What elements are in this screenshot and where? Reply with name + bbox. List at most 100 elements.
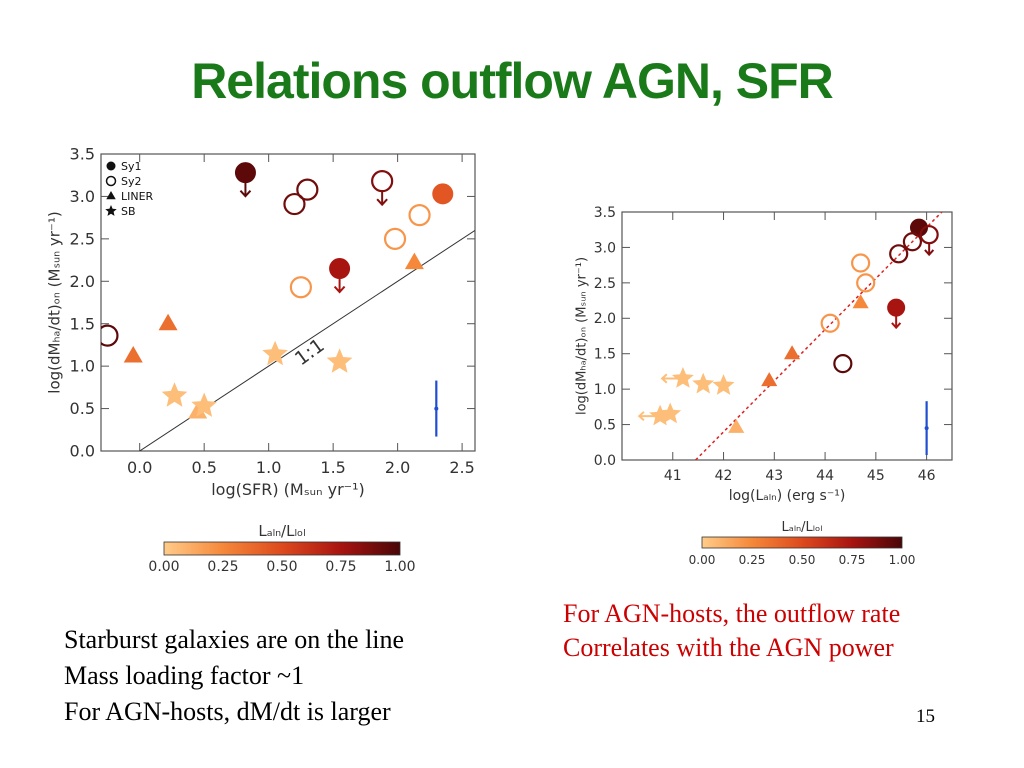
one-to-one-line [138,229,475,451]
marker-sb [712,374,735,395]
y-tick-label: 0.5 [70,399,95,418]
legend-label: Sy2 [121,175,142,188]
page-number: 15 [916,706,935,727]
upper-limit-arrowhead [924,249,935,257]
colorbar-tick-label: 0.50 [266,559,297,575]
y-tick-label: 0.0 [594,453,616,469]
marker-sb [262,340,288,366]
y-tick-label: 1.5 [594,347,616,363]
error-bar-point [434,406,439,411]
y-tick-label: 0.0 [70,442,95,461]
marker-sy1 [234,162,256,184]
x-tick-label: 2.0 [385,458,410,477]
x-tick-label: 45 [867,468,885,484]
marker-sy1 [887,298,906,317]
chart-lagn-svg: 0.0 0.5 1.0 1.5 2.0 2.5 3.0 3.5 41 42 43 44 45 46 log(… [575,205,953,567]
upper-limit-arrowhead [891,322,902,330]
colorbar-tick-label: 1.00 [889,553,916,567]
colorbar-tick-label: 0.00 [689,553,716,567]
marker-sy2 [101,324,119,347]
plot-frame [100,153,476,452]
marker-sy2 [833,354,853,374]
marker-sy2 [856,273,876,293]
x-tick-label: 43 [765,468,783,484]
marker-sy2 [408,203,431,227]
x-tick-label: 42 [715,468,733,484]
left-text-line-2: Mass loading factor ~1 [64,661,305,690]
y-tick-label: 2.5 [70,229,95,248]
y-tick-label: 0.5 [594,417,616,433]
left-text-block: Starburst galaxies are on the line Mass … [64,622,404,730]
left-text-line-3: For AGN-hosts, dM/dt is larger [64,697,391,726]
colorbar-tick-label: 0.00 [148,559,179,575]
x-tick-label: 1.0 [256,458,281,477]
marker-liner [852,294,869,309]
marker-liner [158,313,178,331]
right-text-block: For AGN-hosts, the outflow rate Correlat… [563,597,900,665]
legend-sb-icon [105,205,117,216]
error-bar-point [924,426,929,431]
marker-sy1 [329,258,351,280]
marker-sb [161,382,188,407]
marker-sy2 [371,170,394,193]
marker-sb [692,372,715,394]
legend-sy2-icon [105,175,117,187]
marker-sy2 [289,276,312,299]
marker-liner [784,345,801,360]
marker-sb [659,402,682,424]
y-axis-label: log(dMₕₐ/dt)ₒₙ (Mₛᵤₙ yr⁻¹) [575,257,590,415]
y-tick-label: 1.0 [70,357,95,376]
right-text-line-2: Correlates with the AGN power [563,633,894,662]
upper-limit-arrowhead [239,189,252,198]
marker-sb [326,348,353,373]
marker-sy2 [902,232,922,252]
marker-liner [761,372,778,387]
marker-sy2 [820,313,840,333]
colorbar-tick-label: 0.50 [789,553,816,567]
upper-limit-arrowhead [376,198,388,207]
chart-sfr: 0.0 0.5 1.0 1.5 2.0 2.5 3.0 3.5 0.0 0.5 1.0 1.5 2.0 2… [18,142,488,590]
x-tick-label: 44 [816,468,834,484]
y-axis-label: log(dMₕₐ/dt)ₒₙ (Mₛᵤₙ yr⁻¹) [45,211,63,393]
marker-liner [728,418,745,433]
x-tick-label: 41 [664,468,682,484]
colorbar-label: Lₐₗₙ/Lₗₒₗ [258,522,305,540]
colorbar [701,536,903,549]
marker-liner [404,252,424,270]
limit-arrowhead [660,373,668,384]
marker-liner [188,401,208,419]
colorbar-label: Lₐₗₙ/Lₗₒₗ [782,520,823,535]
y-tick-label: 3.0 [594,240,616,256]
y-tick-label: 1.5 [70,314,95,333]
colorbar-tick-label: 0.25 [207,559,238,575]
colorbar-tick-label: 0.75 [325,559,356,575]
marker-sy2 [296,178,319,201]
chart-sfr-svg: 0.0 0.5 1.0 1.5 2.0 2.5 3.0 3.5 0.0 0.5 1.0 1.5 2.0 2… [45,145,476,575]
limit-arrowhead [637,411,645,422]
marker-sy2 [851,253,871,273]
plot-area [101,162,475,451]
legend-label: SB [121,205,136,218]
legend-sy1-icon [106,161,116,171]
colorbar-tick-label: 1.00 [384,559,415,575]
x-tick-label: 0.5 [191,458,216,477]
marker-sb [191,392,217,417]
y-tick-label: 1.0 [594,382,616,398]
legend-label: Sy1 [121,160,142,173]
colorbar-tick-label: 0.75 [839,553,866,567]
slide-title: Relations outflow AGN, SFR [191,53,834,109]
marker-liner [123,345,143,363]
y-tick-label: 2.5 [594,276,616,292]
left-text-line-1: Starburst galaxies are on the line [64,625,405,654]
x-tick-label: 2.5 [449,458,474,477]
x-tick-label: 0.0 [127,458,152,477]
plot-frame [621,211,953,461]
fit-line [695,212,943,460]
x-axis-label: log(SFR) (Mₛᵤₙ yr⁻¹) [211,480,365,499]
upper-limit-arrowhead [333,285,346,294]
x-tick-label: 46 [918,468,936,484]
marker-sb [672,367,694,388]
y-tick-label: 3.5 [594,205,616,221]
legend-liner-icon [106,191,116,200]
plot-area [637,212,943,460]
